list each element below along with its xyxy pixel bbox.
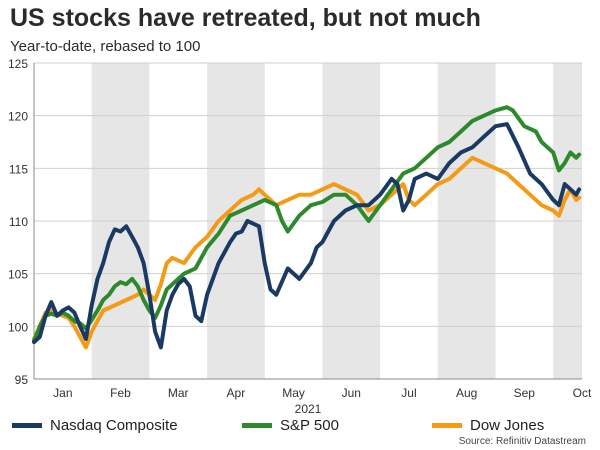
y-tick-label-95: 95 [15,373,29,387]
chart-subtitle: Year-to-date, rebased to 100 [10,38,201,55]
x-tick-label-aug: Aug [456,386,477,400]
y-tick-label-110: 110 [9,215,28,229]
y-tick-label-105: 105 [8,268,28,282]
y-tick-label-125: 125 [8,57,28,71]
series-line-nasdaq [32,122,582,350]
series-line-sp500 [32,105,582,344]
x-tick-label-oct: Oct [573,386,592,400]
y-tick-label-100: 100 [8,320,28,334]
x-tick-label-jun: Jun [342,386,361,400]
legend-swatch-nasdaq [12,422,42,428]
x-tick-label-apr: Apr [227,386,246,400]
legend-label-nasdaq: Nasdaq Composite [50,416,178,434]
x-tick-label-mar: Mar [168,386,189,400]
legend-label-dow: Dow Jones [470,416,545,434]
x-tick-label-may: May [282,386,305,400]
x-tick-label-jul: Jul [401,386,416,400]
y-tick-label-115: 115 [9,162,28,176]
y-tick-label-120: 120 [8,110,28,124]
x-tick-label-sep: Sep [514,386,536,400]
series-line-dow [32,155,582,350]
legend-item-dow: Dow Jones [432,415,544,435]
legend-item-nasdaq: Nasdaq Composite [12,415,178,435]
x-tick-label-feb: Feb [110,386,131,400]
legend-item-sp500: S&P 500 [242,415,339,435]
legend-swatch-dow [432,422,462,428]
legend-swatch-sp500 [242,422,272,428]
x-tick-label-jan: Jan [53,386,72,400]
legend-label-sp500: S&P 500 [280,416,339,434]
source-note: Source: Refinitiv Datastream [458,436,586,447]
chart-title: US stocks have retreated, but not much [10,4,481,32]
x-axis-label: 2021 [295,402,322,416]
